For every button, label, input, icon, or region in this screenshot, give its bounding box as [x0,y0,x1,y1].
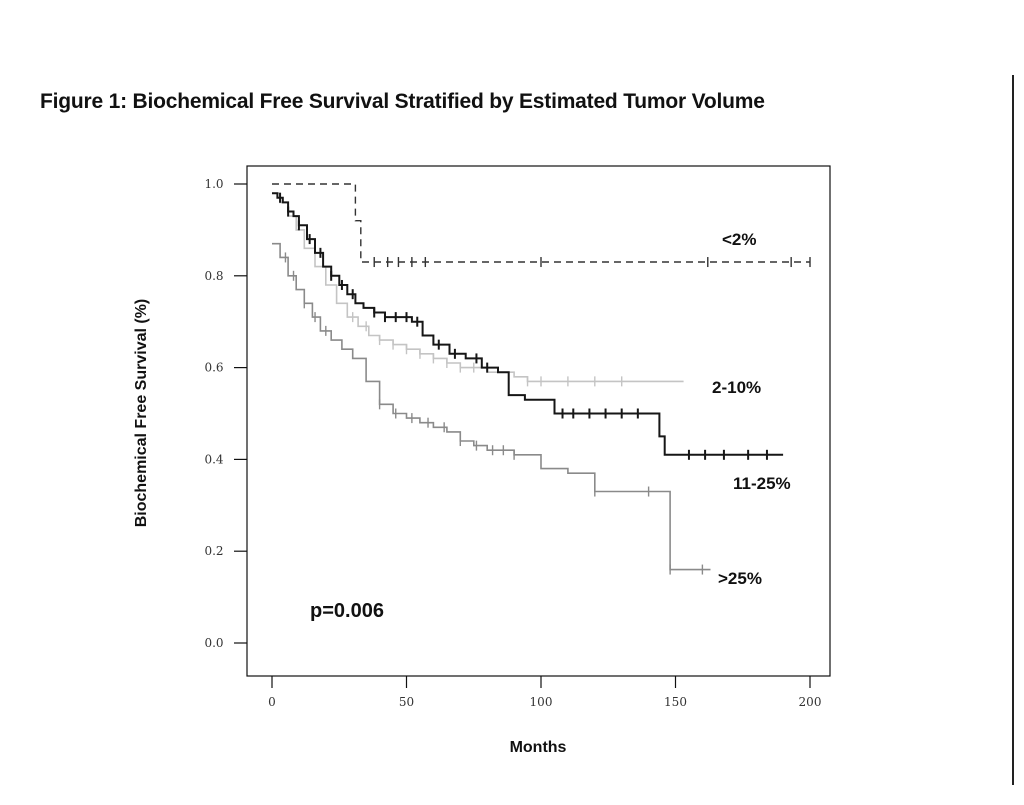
x-tick-label: 50 [399,695,414,709]
figure-title: Figure 1: Biochemical Free Survival Stra… [40,90,765,113]
series-label-2to10: 2-10% [712,378,761,397]
y-tick-label: 0.8 [204,269,223,283]
series-label-lt2: <2% [722,230,757,249]
survival-curve-2to10 [272,192,684,383]
plot-frame [246,165,831,677]
x-axis-title: Months [510,739,567,756]
y-tick-label: 0.6 [204,361,223,375]
x-tick-label: 100 [530,695,553,709]
x-tick-label: 200 [799,695,822,709]
survival-curve-gt25 [272,242,711,571]
y-axis-title: Biochemical Free Survival (%) [133,299,150,528]
p-value-annotation: p=0.006 [310,600,384,622]
y-tick-label: 0.2 [204,544,223,558]
x-tick-label: 150 [664,695,687,709]
series-label-11to25: 11-25% [733,474,791,493]
y-tick-label: 1.0 [204,177,223,191]
survival-curves [272,183,811,575]
y-tick-label: 0.4 [204,452,223,466]
survival-curve-lt2 [272,183,810,263]
series-label-gt25: >25% [718,569,762,588]
survival-curve-11to25 [272,192,784,456]
axes: 0.0 0.2 0.4 0.6 0.8 1.0 0 50 100 150 200 [204,165,831,709]
y-tick-label: 0.0 [204,636,223,650]
page-edge-rule [1012,75,1014,785]
x-tick-label: 0 [268,695,276,709]
curve-labels: <2% 2-10% 11-25% >25% p=0.006 [310,230,791,622]
